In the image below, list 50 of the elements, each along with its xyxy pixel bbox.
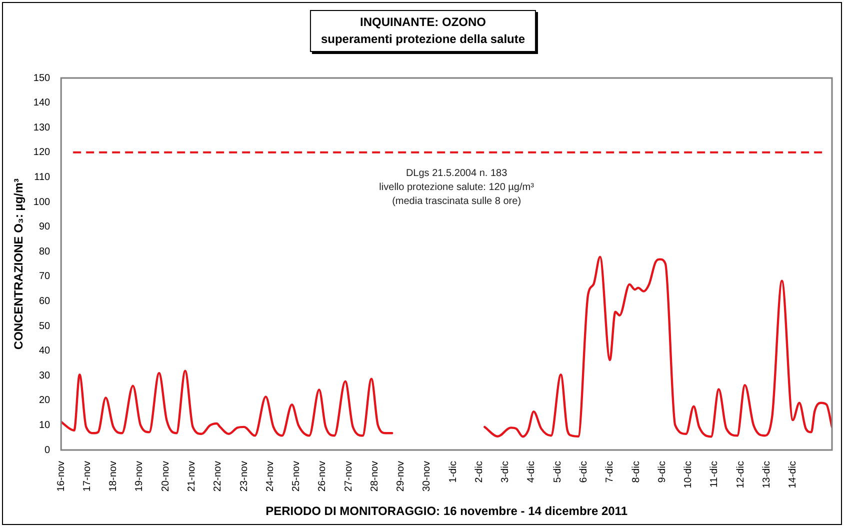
y-axis-title: CONCENTRAZIONE O₃: µg/m³ <box>12 178 26 350</box>
chart-subtitle: superamenti protezione della salute <box>320 31 526 48</box>
y-tick-label: 80 <box>38 246 51 258</box>
y-tick-label: 10 <box>38 420 51 431</box>
y-tick-label: 40 <box>38 346 51 357</box>
y-tick-label: 130 <box>33 122 51 134</box>
x-tick-label: 30-nov <box>422 461 433 492</box>
x-tick-label: 23-nov <box>238 461 250 492</box>
x-tick-label: 9-dic <box>656 461 668 483</box>
x-tick-label: 25-nov <box>291 461 302 492</box>
y-tick-label: 60 <box>38 296 51 307</box>
y-tick-label: 90 <box>38 222 51 233</box>
x-tick-label: 5-dic <box>552 461 564 483</box>
x-tick-label: 11-dic <box>709 461 720 488</box>
y-tick-label: 150 <box>33 72 51 84</box>
x-tick-label: 21-nov <box>186 461 198 492</box>
y-tick-label: 110 <box>34 172 51 183</box>
x-tick-label: 3-dic <box>500 461 512 483</box>
x-tick-label: 8-dic <box>630 461 642 483</box>
y-tick-label: 70 <box>38 271 51 282</box>
x-tick-label: 13-dic <box>761 461 772 488</box>
x-tick-label: 12-dic <box>735 461 746 488</box>
x-tick-label: 26-nov <box>317 461 328 492</box>
x-tick-label: 7-dic <box>604 461 616 483</box>
x-tick-label: 14-dic <box>788 461 799 488</box>
x-tick-label: 28-nov <box>369 461 380 492</box>
x-tick-label: 24-nov <box>264 461 276 492</box>
x-tick-label: 10-dic <box>683 461 694 488</box>
ref-line-label: DLgs 21.5.2004 n. 183 livello protezione salute: 120 µg/m³ (media trascinata sulle 8 ore) <box>379 168 535 208</box>
y-tick-label: 50 <box>38 320 51 332</box>
x-tick-label: 2-dic <box>474 461 485 483</box>
x-tick-label: 1-dic <box>448 461 459 483</box>
x-axis-title: PERIODO DI MONITORAGGIO: 16 novembre - 14 dicembre 2011 <box>266 504 628 518</box>
x-tick-label: 22-nov <box>212 461 224 492</box>
x-tick-label: 6-dic <box>578 461 590 483</box>
x-tick-label: 29-nov <box>396 461 407 492</box>
x-tick-label: 4-dic <box>526 461 538 483</box>
x-tick-label: 17-nov <box>82 461 93 492</box>
chart-title: INQUINANTE: OZONO <box>359 14 487 31</box>
y-tick-label: 0 <box>44 444 51 456</box>
x-tick-label: 20-nov <box>160 461 172 492</box>
y-tick-label: 100 <box>33 196 51 208</box>
x-tick-label: 27-nov <box>343 461 354 492</box>
x-tick-label: 16-nov <box>56 461 67 492</box>
y-tick-label: 120 <box>33 147 51 158</box>
y-tick-label: 30 <box>38 370 51 382</box>
x-tick-label: 18-nov <box>108 461 120 492</box>
y-tick-label: 20 <box>38 395 51 406</box>
y-tick-label: 140 <box>33 98 51 109</box>
x-tick-label: 19-nov <box>134 461 146 492</box>
